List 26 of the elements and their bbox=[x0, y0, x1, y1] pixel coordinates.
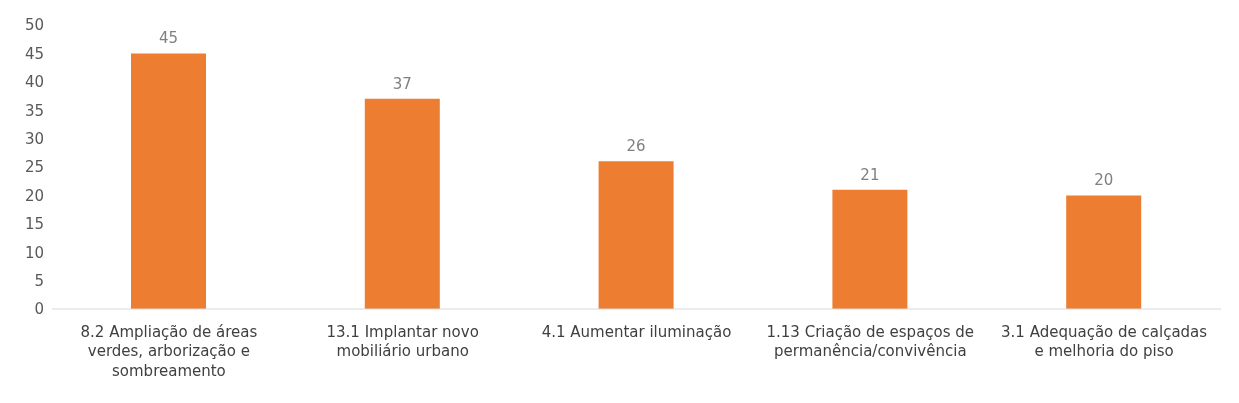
data-label: 21 bbox=[860, 165, 880, 184]
bar bbox=[1066, 195, 1142, 309]
y-tick-label: 45 bbox=[24, 44, 44, 63]
y-tick-label: 0 bbox=[34, 300, 44, 319]
x-tick-label: 13.1 Implantar novo mobiliário urbano bbox=[326, 322, 479, 360]
y-tick-label: 25 bbox=[24, 158, 44, 177]
data-label: 37 bbox=[392, 74, 412, 93]
y-tick-label: 35 bbox=[24, 101, 44, 120]
bar bbox=[598, 161, 674, 309]
y-tick-label: 50 bbox=[24, 16, 44, 35]
y-tick-label: 20 bbox=[24, 186, 44, 205]
y-tick-label: 10 bbox=[24, 243, 44, 262]
bar bbox=[832, 189, 908, 309]
data-label: 26 bbox=[626, 137, 646, 156]
x-tick-label: 4.1 Aumentar iluminação bbox=[541, 322, 732, 341]
y-tick-label: 5 bbox=[34, 271, 44, 290]
y-tick-label: 40 bbox=[24, 73, 44, 92]
bar bbox=[364, 98, 440, 309]
data-label: 45 bbox=[158, 29, 179, 48]
y-tick-label: 15 bbox=[24, 215, 44, 234]
y-tick-label: 30 bbox=[24, 129, 44, 148]
bar bbox=[131, 53, 206, 309]
x-tick-label: 8.2 Ampliação de áreas verdes, arborização e sombreamento bbox=[80, 322, 258, 380]
x-tick-label: 1.13 Criação de espaços de permanência/convivência bbox=[766, 322, 975, 360]
data-label: 20 bbox=[1094, 171, 1114, 190]
x-tick-label: 3.1 Adequação de calçadas e melhoria do piso bbox=[1001, 322, 1208, 360]
